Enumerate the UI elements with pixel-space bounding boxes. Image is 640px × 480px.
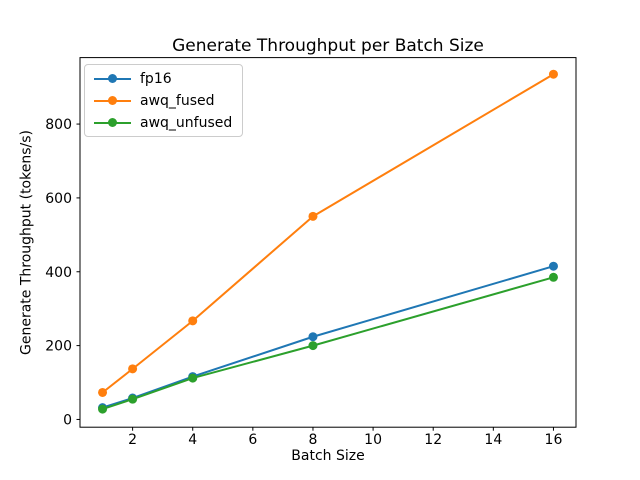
chart-title: Generate Throughput per Batch Size xyxy=(172,36,484,56)
data-point-awq_fused-x16 xyxy=(548,69,558,79)
y-tick-label: 400 xyxy=(45,265,72,281)
data-point-awq_unfused-x1 xyxy=(98,404,108,414)
x-tick-label: 16 xyxy=(545,432,563,448)
legend-label-awq-fused: awq_fused xyxy=(140,92,215,109)
y-tick-label: 800 xyxy=(45,117,72,133)
line-marker-icon xyxy=(94,96,131,106)
data-point-awq_fused-x8 xyxy=(308,211,318,221)
data-point-awq_unfused-x8 xyxy=(308,341,318,351)
legend-dot-fp16 xyxy=(108,74,117,83)
data-point-awq_fused-x2 xyxy=(128,364,138,374)
y-axis-title: Generate Throughput (tokens/s) xyxy=(18,130,35,355)
legend: fp16 awq_fused awq_unfused xyxy=(84,64,244,137)
data-point-awq_unfused-x2 xyxy=(128,394,138,404)
legend-item-awq-fused: awq_fused xyxy=(94,92,232,109)
x-tick-label: 2 xyxy=(128,432,137,448)
x-tick-label: 12 xyxy=(424,432,442,448)
line-marker-icon xyxy=(94,74,131,84)
legend-dot-awq-unfused xyxy=(108,118,117,127)
data-point-awq_fused-x4 xyxy=(188,316,198,326)
data-point-awq_unfused-x4 xyxy=(188,373,198,383)
data-point-fp16-x8 xyxy=(308,332,318,342)
data-point-fp16-x16 xyxy=(548,261,558,271)
line-marker-icon xyxy=(94,118,131,128)
series-line-awq_unfused xyxy=(101,276,555,411)
data-point-awq_unfused-x16 xyxy=(548,272,558,282)
axes-frame xyxy=(79,57,577,428)
legend-item-fp16: fp16 xyxy=(94,70,232,87)
y-tick-label: 200 xyxy=(45,339,72,355)
legend-label-awq-unfused: awq_unfused xyxy=(140,114,233,131)
x-tick-label: 14 xyxy=(484,432,502,448)
x-tick-label: 10 xyxy=(364,432,382,448)
y-tick-label: 600 xyxy=(45,191,72,207)
legend-item-awq-unfused: awq_unfused xyxy=(94,114,232,131)
data-point-awq_fused-x1 xyxy=(98,387,108,397)
x-tick-label: 8 xyxy=(309,432,318,448)
y-tick-label: 0 xyxy=(63,412,72,428)
x-axis-title: Batch Size xyxy=(291,448,365,464)
x-tick-label: 4 xyxy=(188,432,197,448)
legend-label-fp16: fp16 xyxy=(140,70,172,87)
legend-dot-awq-fused xyxy=(108,96,117,105)
x-tick-label: 6 xyxy=(248,432,257,448)
